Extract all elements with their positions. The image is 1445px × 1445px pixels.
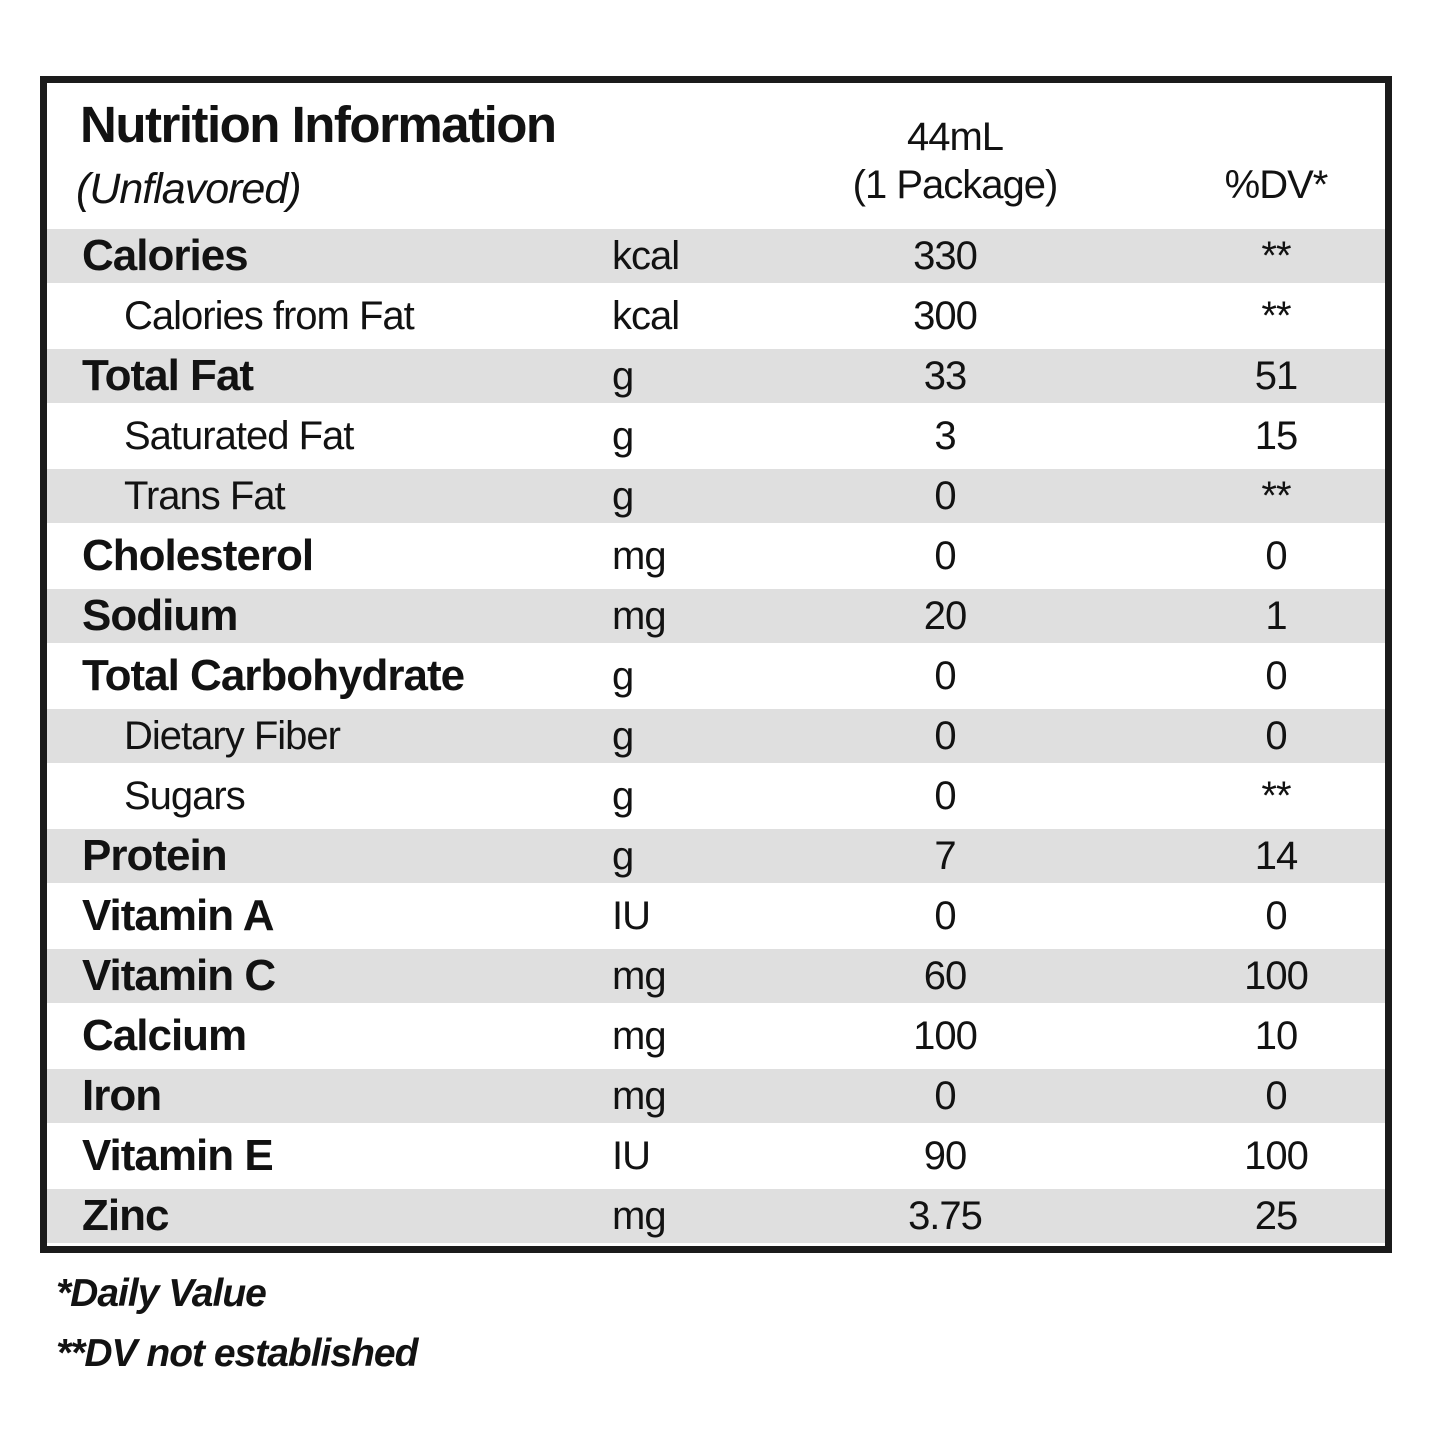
table-body: Calories kcal 330 ** Calories from Fat kcal 30… bbox=[47, 226, 1385, 1246]
table-row: Vitamin C mg 60 100 bbox=[47, 946, 1385, 1006]
nutrient-name: Sodium bbox=[82, 591, 238, 640]
label-title: Nutrition Information bbox=[80, 96, 557, 153]
nutrient-dv: 0 bbox=[1265, 714, 1287, 758]
nutrient-unit: IU bbox=[612, 894, 651, 938]
nutrient-amount: 60 bbox=[923, 954, 968, 998]
nutrient-amount: 7 bbox=[934, 834, 956, 878]
nutrient-unit: kcal bbox=[612, 234, 680, 278]
table-row: Calories from Fat kcal 300 ** bbox=[47, 286, 1385, 346]
table-header: Nutrition Information (Unflavored) 44mL … bbox=[47, 83, 1385, 226]
nutrient-dv: ** bbox=[1261, 774, 1291, 818]
nutrient-amount: 0 bbox=[934, 714, 956, 758]
nutrient-unit: kcal bbox=[612, 294, 680, 338]
table-row: Iron mg 0 0 bbox=[47, 1066, 1385, 1126]
nutrient-dv: ** bbox=[1261, 234, 1291, 278]
nutrient-dv: 25 bbox=[1254, 1194, 1299, 1238]
nutrient-unit: g bbox=[612, 654, 634, 698]
nutrient-name: Saturated Fat bbox=[124, 414, 354, 458]
nutrient-unit: g bbox=[612, 474, 634, 518]
nutrient-unit: g bbox=[612, 714, 634, 758]
serving-size-header: 44mL (1 Package) bbox=[805, 113, 1105, 209]
nutrient-dv: 15 bbox=[1254, 414, 1299, 458]
nutrient-unit: mg bbox=[612, 1194, 667, 1238]
table-row: Trans Fat g 0 ** bbox=[47, 466, 1385, 526]
nutrient-amount: 100 bbox=[913, 1014, 978, 1058]
table-row: Vitamin A IU 0 0 bbox=[47, 886, 1385, 946]
nutrient-name: Dietary Fiber bbox=[124, 714, 341, 758]
nutrient-name: Calories from Fat bbox=[124, 294, 415, 338]
table-row: Saturated Fat g 3 15 bbox=[47, 406, 1385, 466]
nutrient-amount: 0 bbox=[934, 534, 956, 578]
nutrient-amount: 0 bbox=[934, 654, 956, 698]
table-row: Sodium mg 20 1 bbox=[47, 586, 1385, 646]
table-row: Vitamin E IU 90 100 bbox=[47, 1126, 1385, 1186]
nutrient-name: Total Carbohydrate bbox=[82, 651, 465, 700]
nutrient-amount: 33 bbox=[923, 354, 968, 398]
nutrient-name: Total Fat bbox=[82, 351, 254, 400]
nutrient-name: Iron bbox=[82, 1071, 162, 1120]
nutrient-name: Vitamin C bbox=[82, 951, 276, 1000]
serving-package: (1 Package) bbox=[852, 163, 1059, 207]
nutrient-amount: 0 bbox=[934, 894, 956, 938]
nutrient-unit: g bbox=[612, 774, 634, 818]
nutrient-dv: 100 bbox=[1244, 954, 1309, 998]
nutrient-amount: 0 bbox=[934, 474, 956, 518]
footnotes: *Daily Value **DV not established bbox=[56, 1264, 418, 1384]
footnote-dv-not-established: **DV not established bbox=[56, 1332, 418, 1375]
nutrient-name: Vitamin E bbox=[82, 1131, 274, 1180]
nutrient-dv: 10 bbox=[1254, 1014, 1299, 1058]
nutrient-unit: mg bbox=[612, 1014, 667, 1058]
table-row: Zinc mg 3.75 25 bbox=[47, 1186, 1385, 1246]
nutrient-dv: ** bbox=[1261, 474, 1291, 518]
nutrient-dv: ** bbox=[1261, 294, 1291, 338]
nutrient-unit: IU bbox=[612, 1134, 651, 1178]
nutrient-unit: mg bbox=[612, 1074, 667, 1118]
nutrient-name: Calories bbox=[82, 231, 249, 280]
nutrient-name: Calcium bbox=[82, 1011, 247, 1060]
nutrient-dv: 0 bbox=[1265, 654, 1287, 698]
nutrient-unit: mg bbox=[612, 954, 667, 998]
nutrient-amount: 3 bbox=[934, 414, 956, 458]
nutrient-unit: mg bbox=[612, 594, 667, 638]
nutrient-dv: 0 bbox=[1265, 894, 1287, 938]
nutrient-name: Cholesterol bbox=[82, 531, 314, 580]
nutrient-unit: g bbox=[612, 414, 634, 458]
nutrient-amount: 0 bbox=[934, 774, 956, 818]
nutrient-unit: mg bbox=[612, 534, 667, 578]
nutrient-name: Sugars bbox=[124, 774, 246, 818]
nutrient-name: Trans Fat bbox=[124, 474, 286, 518]
table-row: Cholesterol mg 0 0 bbox=[47, 526, 1385, 586]
dv-column-header: %DV* bbox=[1224, 163, 1329, 207]
nutrient-dv: 0 bbox=[1265, 534, 1287, 578]
nutrient-dv: 14 bbox=[1254, 834, 1299, 878]
nutrient-dv: 1 bbox=[1265, 594, 1287, 638]
nutrient-amount: 330 bbox=[913, 234, 978, 278]
nutrient-dv: 0 bbox=[1265, 1074, 1287, 1118]
nutrient-amount: 0 bbox=[934, 1074, 956, 1118]
table-row: Total Fat g 33 51 bbox=[47, 346, 1385, 406]
table-row: Protein g 7 14 bbox=[47, 826, 1385, 886]
nutrition-table: Nutrition Information (Unflavored) 44mL … bbox=[40, 76, 1392, 1253]
nutrient-name: Vitamin A bbox=[82, 891, 274, 940]
table-row: Dietary Fiber g 0 0 bbox=[47, 706, 1385, 766]
table-row: Calories kcal 330 ** bbox=[47, 226, 1385, 286]
table-row: Total Carbohydrate g 0 0 bbox=[47, 646, 1385, 706]
nutrient-dv: 51 bbox=[1254, 354, 1299, 398]
nutrient-amount: 3.75 bbox=[908, 1194, 983, 1238]
nutrient-unit: g bbox=[612, 834, 634, 878]
nutrient-amount: 90 bbox=[923, 1134, 968, 1178]
footnote-daily-value: *Daily Value bbox=[56, 1272, 267, 1315]
nutrient-name: Zinc bbox=[82, 1191, 169, 1240]
nutrient-name: Protein bbox=[82, 831, 228, 880]
nutrient-unit: g bbox=[612, 354, 634, 398]
nutrient-dv: 100 bbox=[1244, 1134, 1309, 1178]
label-subtitle: (Unflavored) bbox=[76, 165, 302, 213]
serving-size: 44mL bbox=[906, 115, 1004, 159]
nutrient-amount: 20 bbox=[923, 594, 968, 638]
table-row: Sugars g 0 ** bbox=[47, 766, 1385, 826]
table-row: Calcium mg 100 10 bbox=[47, 1006, 1385, 1066]
nutrient-amount: 300 bbox=[913, 294, 978, 338]
